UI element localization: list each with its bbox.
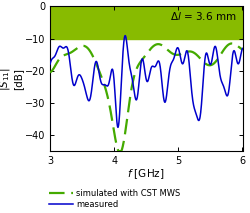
X-axis label: $f$ [GHz]: $f$ [GHz] bbox=[128, 167, 165, 181]
Text: $\Delta l$ = 3.6 mm: $\Delta l$ = 3.6 mm bbox=[170, 10, 237, 22]
Legend: simulated with CST MWS, measured: simulated with CST MWS, measured bbox=[49, 189, 180, 209]
Y-axis label: $|S_{11}|$
[dB]: $|S_{11}|$ [dB] bbox=[0, 67, 23, 91]
Bar bbox=[50, 6, 242, 39]
